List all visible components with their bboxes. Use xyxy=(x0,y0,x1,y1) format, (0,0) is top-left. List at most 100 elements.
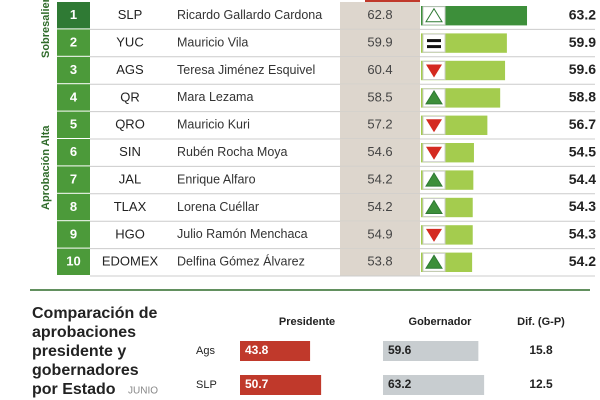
state: SLP xyxy=(196,379,217,391)
comparison-title: Comparación de xyxy=(32,305,157,322)
value: 59.6 xyxy=(569,61,596,77)
trend-box xyxy=(422,33,446,53)
group-label: Aprobación Alta xyxy=(40,125,52,210)
rank: 9 xyxy=(70,226,77,241)
name: Enrique Alfaro xyxy=(177,172,256,186)
rank: 5 xyxy=(70,117,77,132)
state: Ags xyxy=(196,345,215,357)
previous: 62.8 xyxy=(367,7,392,22)
president-value: 50.7 xyxy=(245,377,269,391)
score-cell xyxy=(340,29,420,57)
state: SIN xyxy=(119,144,141,159)
score-cell xyxy=(340,248,420,276)
rank-cell xyxy=(57,111,90,138)
state: HGO xyxy=(115,226,145,241)
previous: 57.2 xyxy=(367,117,392,132)
state: JAL xyxy=(119,172,141,187)
bar xyxy=(421,6,528,26)
value: 56.7 xyxy=(569,116,596,132)
score-cell xyxy=(340,111,420,139)
state: SLP xyxy=(118,7,143,22)
rank-cell xyxy=(57,193,90,221)
group-label: Sobresaliente xyxy=(40,0,52,58)
value: 54.4 xyxy=(569,171,596,187)
rank-cell xyxy=(57,221,90,248)
previous: 54.2 xyxy=(367,199,392,214)
note: JUNIO xyxy=(128,386,158,397)
rank: 4 xyxy=(70,89,78,104)
president-bar xyxy=(240,375,322,395)
rank: 6 xyxy=(70,144,77,159)
governor-value: 59.6 xyxy=(388,343,412,357)
trend-down xyxy=(426,64,442,78)
previous: 54.6 xyxy=(367,144,392,159)
rank-cell xyxy=(57,139,90,166)
state: TLAX xyxy=(114,199,147,214)
rank: 7 xyxy=(70,172,77,187)
value: 54.3 xyxy=(569,198,596,214)
previous: 58.5 xyxy=(367,89,392,104)
rank: 2 xyxy=(70,35,77,50)
score-cell xyxy=(340,84,420,112)
governor-bar xyxy=(383,341,479,361)
state: YUC xyxy=(116,35,143,50)
name: Mauricio Vila xyxy=(177,35,248,49)
value: 54.5 xyxy=(569,143,596,159)
governor-bar xyxy=(383,375,485,395)
name: Lorena Cuéllar xyxy=(177,200,259,214)
score-cell xyxy=(340,166,420,194)
trend-down xyxy=(426,228,442,242)
diff: 15.8 xyxy=(529,343,553,357)
rank: 1 xyxy=(70,7,77,22)
previous: 53.8 xyxy=(367,254,392,269)
trend-up xyxy=(425,254,443,269)
value: 54.2 xyxy=(569,253,596,269)
name: Ricardo Gallardo Cardona xyxy=(177,8,322,22)
value: 59.9 xyxy=(569,34,596,50)
diff: 12.5 xyxy=(529,377,553,391)
trend-down xyxy=(426,146,442,160)
name: Julio Ramón Menchaca xyxy=(177,227,308,241)
governor-value: 63.2 xyxy=(388,377,412,391)
name: Mara Lezama xyxy=(177,90,253,104)
trend-up xyxy=(425,7,443,23)
previous: 59.9 xyxy=(367,35,392,50)
column-header: Gobernador xyxy=(409,316,473,328)
president-value: 43.8 xyxy=(245,343,269,357)
rank: 10 xyxy=(66,254,80,269)
score-cell xyxy=(340,2,420,30)
score-cell xyxy=(340,56,420,85)
score-cell xyxy=(340,139,420,167)
comparison-title: presidente y xyxy=(32,343,126,360)
score-cell xyxy=(340,221,420,249)
name: Teresa Jiménez Esquivel xyxy=(177,63,315,77)
trend-up xyxy=(425,172,443,187)
trend-equal xyxy=(427,45,441,49)
rank: 8 xyxy=(70,199,77,214)
state: QRO xyxy=(115,117,145,132)
state: AGS xyxy=(116,62,144,77)
trend-up xyxy=(425,199,443,214)
previous: 54.9 xyxy=(367,226,392,241)
rank-cell xyxy=(57,29,90,56)
column-header: Dif. (G-P) xyxy=(517,316,565,328)
value: 54.3 xyxy=(569,226,596,242)
name: Mauricio Kuri xyxy=(177,118,250,132)
comparison-title: gobernadores xyxy=(32,362,139,379)
previous: 54.2 xyxy=(367,172,392,187)
previous: 60.4 xyxy=(367,62,392,77)
rank-cell xyxy=(57,56,90,84)
comparison-title: por Estado xyxy=(32,381,116,398)
comparison-title: aprobaciones xyxy=(32,324,136,341)
column-header: Presidente xyxy=(279,316,335,328)
value: 63.2 xyxy=(569,6,596,22)
value: 58.8 xyxy=(569,89,596,105)
rank-cell xyxy=(57,84,90,111)
state: QR xyxy=(120,89,140,104)
state: EDOMEX xyxy=(102,254,159,269)
trend-up xyxy=(425,89,443,105)
name: Delfina Gómez Álvarez xyxy=(177,254,305,269)
rank-cell xyxy=(57,166,90,193)
trend-down xyxy=(426,119,442,133)
